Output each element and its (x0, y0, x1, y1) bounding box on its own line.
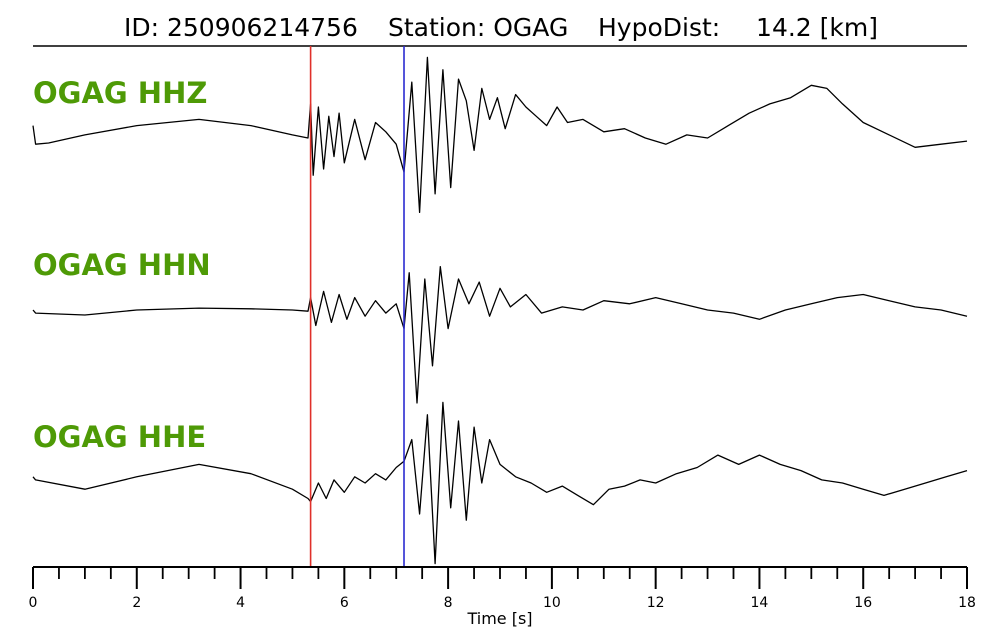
chart-title-id: ID: 250906214756 (124, 13, 358, 42)
trace-line-1 (32, 265, 968, 404)
x-tick-label: 2 (132, 595, 141, 611)
x-tick-label: 8 (444, 595, 453, 611)
traces-group (32, 56, 968, 565)
x-tick-label: 10 (543, 595, 561, 611)
x-axis-label: Time [s] (466, 609, 532, 628)
phase-markers-group (309, 46, 405, 567)
trace-line-2 (32, 401, 968, 565)
channel-label-2: OGAG HHE (33, 420, 206, 454)
x-tick-label: 4 (236, 595, 245, 611)
x-tick-label: 6 (340, 595, 349, 611)
channel-label-1: OGAG HHN (33, 248, 211, 282)
x-tick-label: 0 (29, 595, 38, 611)
chart-title-hypodist-value: 14.2 [km] (756, 13, 878, 42)
chart-title-hypodist-label: HypoDist: (598, 13, 720, 42)
channel-labels-group: OGAG HHZ OGAG HHN OGAG HHE (33, 76, 211, 454)
x-tick-label: 14 (751, 595, 769, 611)
x-axis: 0 2 4 6 8 10 12 14 16 18 (29, 566, 976, 611)
x-tick-label: 18 (958, 595, 976, 611)
x-tick-label: 12 (647, 595, 665, 611)
trace-line-0 (32, 56, 968, 214)
chart-title-station: Station: OGAG (388, 13, 568, 42)
x-tick-label: 16 (854, 595, 872, 611)
channel-label-0: OGAG HHZ (33, 76, 207, 110)
